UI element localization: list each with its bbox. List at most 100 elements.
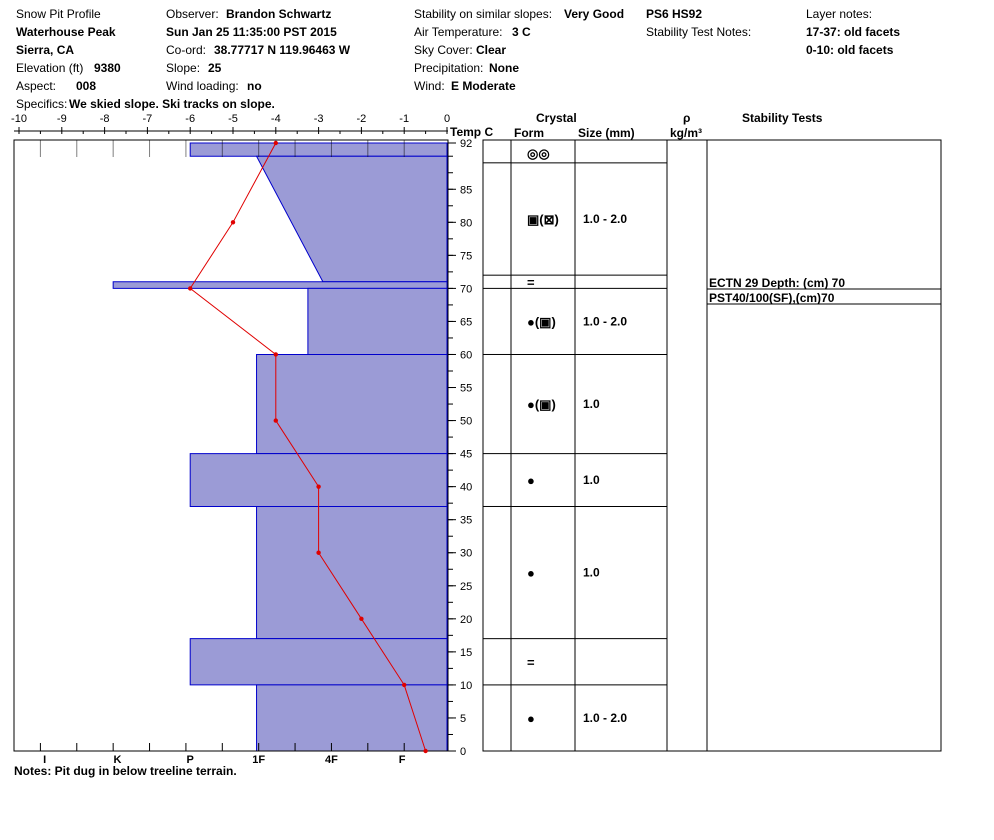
height-tick-label: 40: [460, 482, 472, 494]
temperature-point: [402, 682, 407, 688]
temperature-line: [189, 142, 427, 752]
observer-label: Observer:: [166, 7, 219, 21]
crystal-form: ●: [527, 566, 535, 581]
crystal-form: ●: [527, 711, 535, 726]
height-tick-label: 55: [460, 383, 472, 395]
layer-note-2: 0-10: old facets: [806, 43, 894, 57]
layer-note-1: 17-37: old facets: [806, 25, 901, 39]
height-tick-label: 60: [460, 349, 472, 361]
temp-tick-label: -7: [143, 113, 153, 125]
temperature-point: [316, 550, 321, 555]
size-header: Size (mm): [578, 126, 635, 140]
height-tick-label: 20: [460, 614, 472, 626]
temp-tick-label: -2: [357, 113, 367, 125]
height-tick-label: 50: [460, 416, 472, 428]
temp-tick-label: -10: [11, 113, 27, 125]
stability-value: Very Good: [564, 7, 625, 21]
aspect-value: 008: [76, 79, 97, 93]
aspect-label: Aspect:: [16, 79, 57, 93]
coord-label: Co-ord:: [166, 43, 207, 57]
region-name: Sierra, CA: [16, 43, 75, 57]
temp-tick-label: -3: [314, 113, 324, 125]
precip-value: None: [489, 61, 519, 75]
height-tick-label: 30: [460, 548, 472, 560]
hardness-layer: [256, 684, 448, 752]
height-tick-label: 10: [460, 680, 472, 692]
temperature-point: [273, 418, 278, 423]
rho-header: ρ: [683, 111, 690, 125]
layer-table: Crystal Form Size (mm) ρ kg/m³ Stability…: [482, 111, 942, 752]
specifics-value: We skied slope. Ski tracks on slope.: [69, 97, 275, 111]
temp-tick-label: 0: [444, 113, 450, 125]
height-tick-label: 45: [460, 449, 472, 461]
temp-tick-label: -8: [100, 113, 110, 125]
crystal-form: ●(▣): [527, 314, 556, 329]
hardness-layer: [189, 142, 448, 157]
crystal-size: 1.0 - 2.0: [583, 711, 627, 725]
observation-datetime: Sun Jan 25 11:35:00 PST 2015: [166, 25, 337, 39]
slope-value: 25: [208, 61, 222, 75]
crystal-size: 1.0: [583, 397, 600, 411]
page-title: Snow Pit Profile: [16, 7, 101, 21]
crystal-size: 1.0: [583, 473, 600, 487]
crystal-header: Crystal: [536, 111, 577, 125]
temperature-point: [359, 616, 364, 622]
wind-loading-label: Wind loading:: [166, 79, 239, 93]
hardness-layer: [255, 155, 448, 283]
height-tick-label: 70: [460, 283, 472, 295]
air-temp-value: 3 C: [512, 25, 531, 39]
temp-tick-label: -9: [57, 113, 67, 125]
sky-cover-value: Clear: [476, 43, 507, 57]
stability-test-2: PST40/100(SF),(cm)70: [709, 291, 835, 305]
precip-label: Precipitation:: [414, 61, 484, 75]
hardness-tick-label: 4F: [325, 754, 338, 766]
table-frame: [482, 139, 942, 752]
temperature-point: [423, 748, 428, 754]
hardness-tick-label: F: [399, 754, 406, 766]
sky-cover-label: Sky Cover:: [414, 43, 473, 57]
crystal-size: 1.0: [583, 566, 600, 580]
temperature-point: [273, 352, 278, 357]
wind-label: Wind:: [414, 79, 445, 93]
hardness-layer: [307, 287, 448, 355]
hardness-tick-label: I: [43, 754, 46, 766]
hardness-layer: [112, 281, 448, 289]
ps-value: PS6 HS92: [646, 7, 703, 21]
slope-label: Slope:: [166, 61, 201, 75]
wind-loading-value: no: [247, 79, 262, 93]
hardness-tick-label: P: [187, 754, 194, 766]
crystal-form: =: [527, 655, 535, 670]
height-tick-label: 5: [460, 713, 466, 725]
air-temp-label: Air Temperature:: [414, 25, 503, 39]
height-tick-label: 35: [460, 515, 472, 527]
coord-value: 38.77717 N 119.96463 W: [214, 43, 351, 57]
hardness-tick-label: K: [113, 754, 121, 766]
form-header: Form: [514, 126, 544, 140]
hardness-layers: [112, 142, 448, 752]
hardness-axis: I K P 1F 4F F: [39, 140, 406, 766]
wind-value: E Moderate: [451, 79, 516, 93]
height-tick-label: 92: [460, 138, 472, 150]
temperature-series: [188, 140, 428, 754]
hardness-tick-label: 1F: [252, 754, 265, 766]
notes-text: Notes: Pit dug in below treeline terrain…: [14, 764, 237, 778]
height-tick-label: 65: [460, 316, 472, 328]
crystal-form: =: [527, 275, 535, 290]
crystal-form: ●(▣): [527, 397, 556, 412]
stability-test-1: ECTN 29 Depth: (cm) 70: [709, 276, 845, 290]
height-tick-label: 75: [460, 250, 472, 262]
crystal-size: 1.0 - 2.0: [583, 314, 627, 328]
crystal-form: ▣(⊠): [527, 212, 559, 227]
crystal-form: ◎◎: [527, 146, 550, 161]
density-unit: kg/m³: [670, 126, 702, 140]
hardness-layer: [189, 638, 448, 686]
stability-label: Stability on similar slopes:: [414, 7, 553, 21]
temp-axis: -10 -9 -8 -7 -6 -5 -4 -3 -2 -1 0: [11, 113, 450, 134]
specifics-label: Specifics:: [16, 97, 68, 111]
hardness-layer: [256, 353, 448, 455]
temperature-point: [273, 140, 278, 146]
hardness-layer: [256, 505, 448, 640]
crystal-form: ●: [527, 473, 535, 488]
snow-profile-chart: -10 -9 -8 -7 -6 -5 -4 -3 -2 -1 0 I K P 1F 4F F 92858075…: [11, 111, 942, 766]
